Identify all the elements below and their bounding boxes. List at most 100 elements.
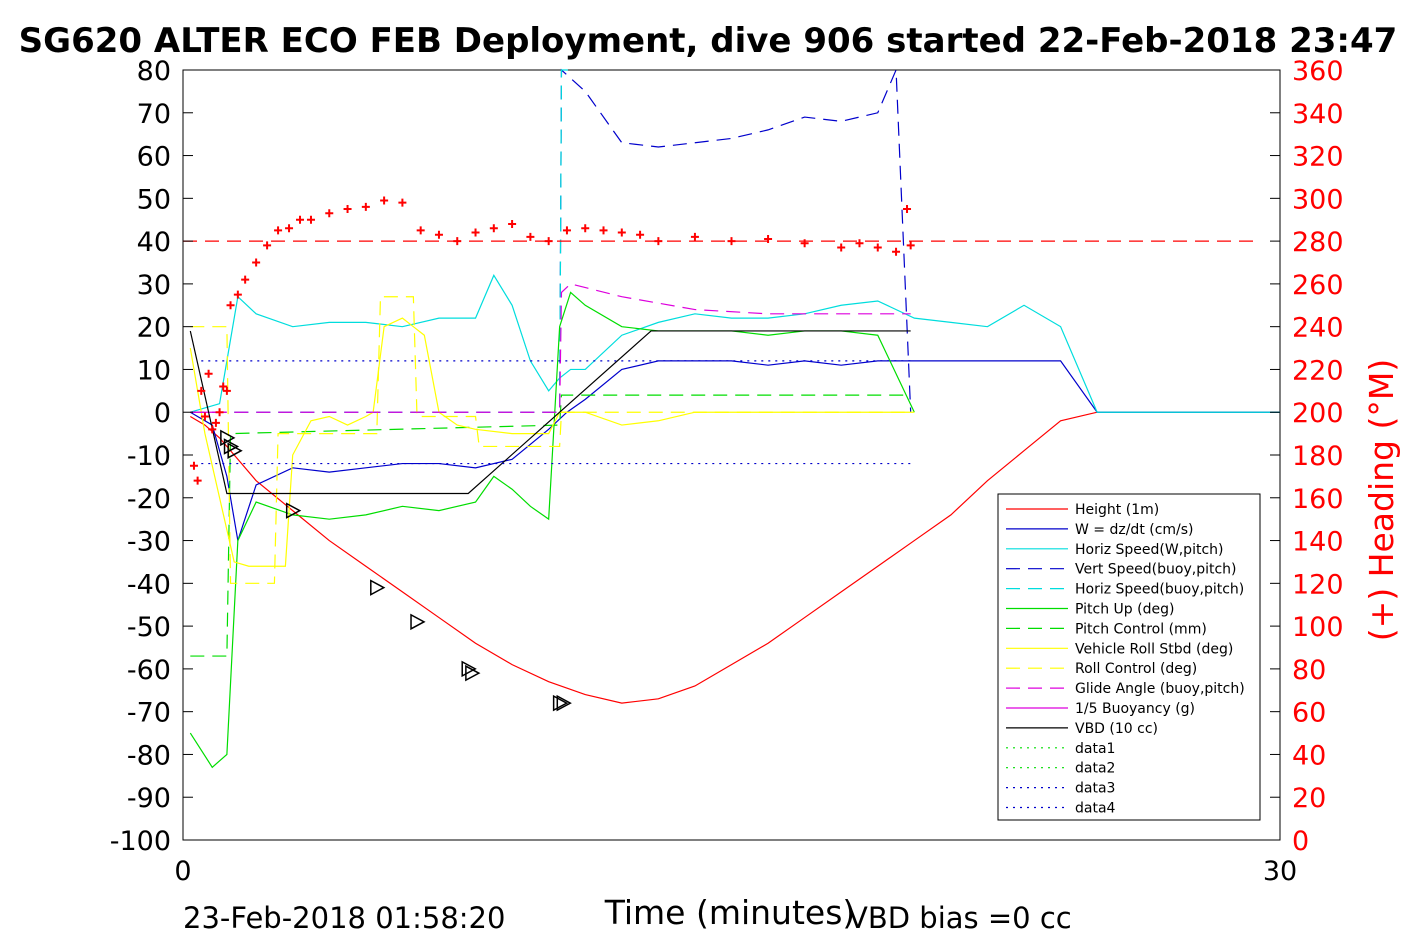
heading-marker <box>263 241 272 250</box>
heading-marker <box>197 386 206 395</box>
legend-label: Vehicle Roll Stbd (deg) <box>1075 641 1233 657</box>
legend-label: data2 <box>1075 761 1115 777</box>
heading-layer <box>183 196 1260 485</box>
legend-label: Horiz Speed(W,pitch) <box>1075 542 1223 558</box>
legend-label: 1/5 Buoyancy (g) <box>1075 701 1195 717</box>
right-y-ticks: 3603403203002802602402202001801601401201… <box>1292 56 1344 857</box>
legend-label: Roll Control (deg) <box>1075 661 1197 677</box>
heading-marker <box>544 237 553 246</box>
right-y-axis-label: (+) Heading (°M) <box>1362 359 1401 641</box>
heading-marker <box>855 239 864 248</box>
right-y-tick-label: 300 <box>1292 184 1344 215</box>
right-y-tick-label: 220 <box>1292 355 1344 386</box>
heading-marker <box>200 412 209 421</box>
y-tick-label: 0 <box>154 398 171 429</box>
y-tick-label: 80 <box>137 56 171 87</box>
legend-label: Pitch Up (deg) <box>1075 602 1174 618</box>
heading-marker <box>306 215 315 224</box>
legend: Height (1m) W = dz/dt (cm/s) Horiz Speed(W… <box>997 493 1261 821</box>
heading-marker <box>526 232 535 241</box>
legend-label: Vert Speed(buoy,pitch) <box>1075 562 1237 578</box>
right-y-tick-label: 140 <box>1292 527 1344 558</box>
triangle-marker <box>370 579 386 596</box>
right-y-tick-label: 200 <box>1292 398 1344 429</box>
y-tick-label: -70 <box>127 698 171 729</box>
heading-marker <box>193 476 202 485</box>
y-tick-label: -80 <box>127 740 171 771</box>
y-tick-label: 40 <box>137 227 171 258</box>
right-y-tick-label: 340 <box>1292 99 1344 130</box>
y-tick-label: -60 <box>127 655 171 686</box>
legend-label: VBD (10 cc) <box>1075 721 1158 737</box>
right-y-tick-label: 160 <box>1292 484 1344 515</box>
triangle-marker <box>227 442 243 459</box>
legend-label: Glide Angle (buoy,pitch) <box>1075 681 1245 697</box>
heading-marker <box>219 382 228 391</box>
y-tick-label: -100 <box>110 826 171 857</box>
triangle-marker <box>556 694 572 712</box>
legend-label: Height (1m) <box>1075 502 1159 518</box>
y-tick-label: -50 <box>127 612 171 643</box>
series-line-11 <box>189 330 911 495</box>
triangle-markers <box>220 429 572 712</box>
legend-label: data3 <box>1075 781 1115 797</box>
heading-marker <box>906 241 915 250</box>
heading-marker <box>211 418 220 427</box>
series-line-8 <box>190 296 911 584</box>
heading-marker <box>636 230 645 239</box>
heading-marker <box>204 369 213 378</box>
heading-marker <box>215 408 224 417</box>
heading-marker <box>800 239 809 248</box>
heading-marker <box>380 196 389 205</box>
heading-marker <box>434 230 443 239</box>
heading-marker <box>296 215 305 224</box>
heading-marker <box>654 237 663 246</box>
y-tick-label: -90 <box>127 783 171 814</box>
heading-marker <box>208 425 217 434</box>
heading-marker <box>416 226 425 235</box>
x-tick-label-30: 30 <box>1263 856 1297 887</box>
heading-marker <box>222 386 231 395</box>
right-y-tick-label: 180 <box>1292 441 1344 472</box>
heading-marker <box>690 232 699 241</box>
chart-title: SG620 ALTER ECO FEB Deployment, dive 906… <box>19 21 1398 61</box>
series-line-3 <box>190 68 912 413</box>
heading-marker <box>285 224 294 233</box>
y-tick-label: 60 <box>137 142 171 173</box>
triangle-marker <box>223 438 240 455</box>
right-y-tick-label: 80 <box>1292 655 1326 686</box>
y-tick-label: 50 <box>137 184 171 215</box>
right-y-tick-label: 320 <box>1292 142 1344 173</box>
heading-marker <box>599 226 608 235</box>
y-tick-label: 10 <box>137 355 171 386</box>
right-y-tick-label: 240 <box>1292 313 1344 344</box>
right-y-tick-label: 40 <box>1292 740 1326 771</box>
series-line-5 <box>189 291 915 769</box>
triangle-marker <box>410 613 426 631</box>
right-y-tick-label: 280 <box>1292 227 1344 258</box>
heading-marker <box>581 224 590 233</box>
right-y-tick-label: 120 <box>1292 569 1344 600</box>
heading-marker <box>189 461 198 470</box>
heading-marker <box>325 209 334 218</box>
right-y-tick-label: 260 <box>1292 270 1344 301</box>
legend-label: Horiz Speed(buoy,pitch) <box>1075 582 1244 598</box>
triangle-marker <box>285 502 302 519</box>
heading-marker <box>489 224 498 233</box>
y-tick-label: -20 <box>127 484 171 515</box>
right-y-tick-label: 60 <box>1292 698 1326 729</box>
heading-marker <box>274 226 283 235</box>
heading-marker <box>233 290 242 299</box>
legend-label: data4 <box>1075 801 1116 817</box>
y-tick-label: -30 <box>127 527 171 558</box>
right-y-tick-label: 20 <box>1292 783 1326 814</box>
y-tick-label: 20 <box>137 313 171 344</box>
heading-marker <box>241 275 250 284</box>
heading-marker <box>453 237 462 246</box>
y-tick-label: -40 <box>127 569 171 600</box>
heading-marker <box>837 243 846 252</box>
y-tick-label: 70 <box>137 99 171 130</box>
x-tick-label-0: 0 <box>174 856 191 887</box>
right-y-tick-label: 360 <box>1292 56 1344 87</box>
